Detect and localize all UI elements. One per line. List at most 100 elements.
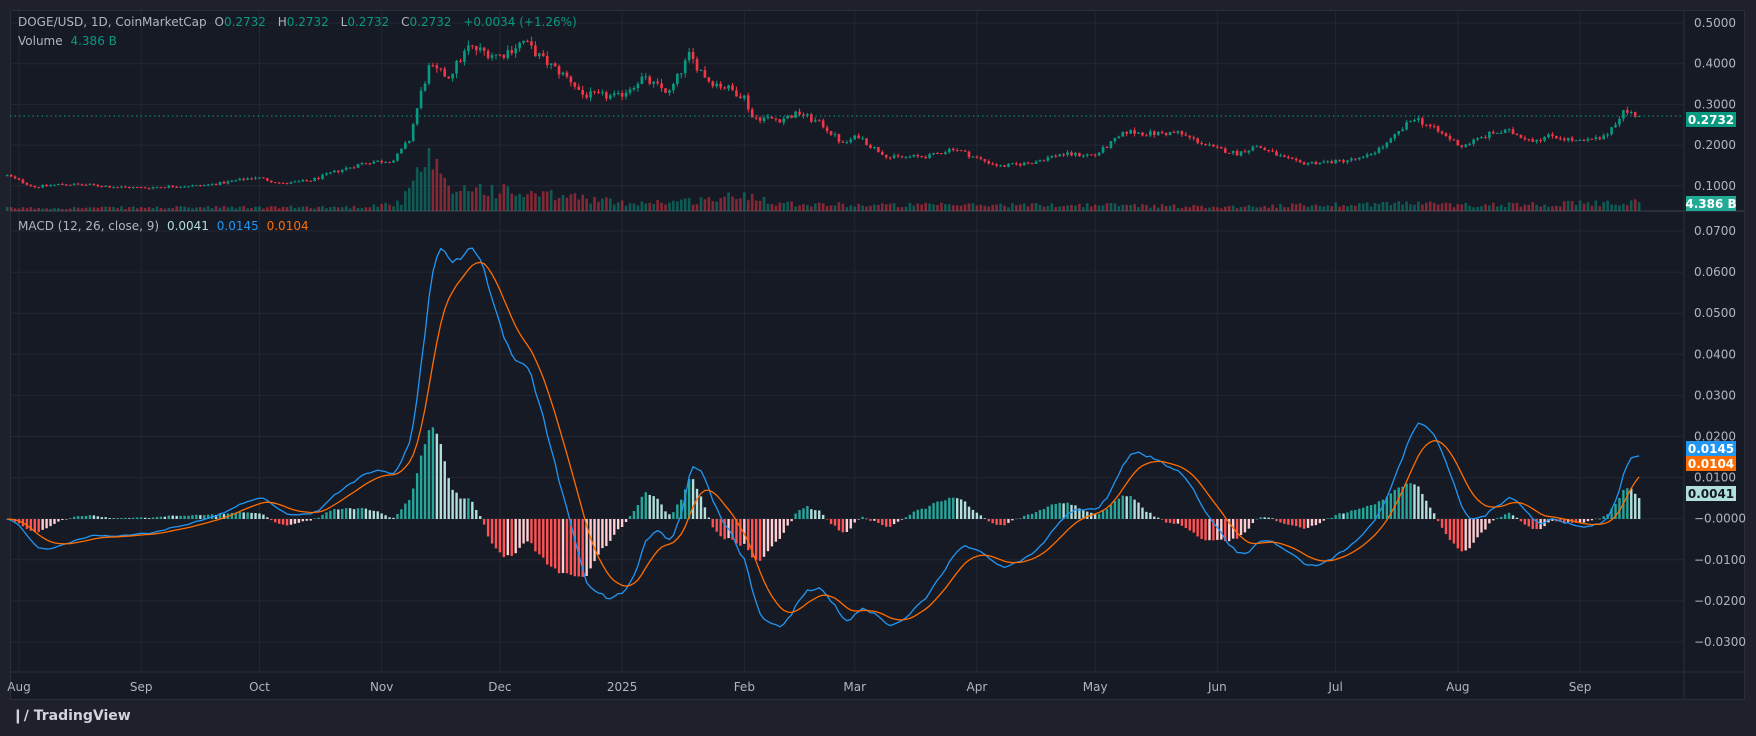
candle-body xyxy=(1452,139,1456,141)
macd-histogram-bar xyxy=(281,519,285,525)
macd-histogram-bar xyxy=(1129,495,1132,519)
macd-histogram-bar xyxy=(821,514,825,519)
chart-frame[interactable] xyxy=(10,10,1745,700)
macd-histogram-bar xyxy=(1602,516,1605,519)
candle-body xyxy=(920,156,924,158)
volume-bar xyxy=(691,204,695,211)
candle-body xyxy=(1243,151,1247,153)
volume-bar xyxy=(723,196,726,211)
volume-bar xyxy=(1511,203,1515,211)
x-tick-label[interactable]: Mar xyxy=(843,680,866,694)
macd-histogram-bar xyxy=(538,519,541,555)
candle-body xyxy=(1413,120,1416,122)
candle-body xyxy=(880,152,884,155)
volume-bar xyxy=(467,191,470,211)
volume-bar xyxy=(155,206,159,211)
candle-body xyxy=(873,147,876,149)
volume-bar xyxy=(459,190,462,211)
x-tick-label[interactable]: Aug xyxy=(7,680,30,694)
x-tick-label[interactable]: Nov xyxy=(370,680,393,694)
macd-histogram-bar xyxy=(869,519,872,521)
volume-bar xyxy=(1444,202,1448,211)
macd-histogram-bar xyxy=(833,519,837,526)
volume-bar xyxy=(1413,204,1416,211)
macd-histogram-bar xyxy=(238,511,241,519)
volume-bar xyxy=(321,206,324,211)
volume-bar xyxy=(191,208,194,211)
macd-histogram-bar xyxy=(1086,511,1089,519)
candle-body xyxy=(88,183,92,185)
price-tick-label: 0.3000 xyxy=(1694,97,1736,111)
macd-histogram-bar xyxy=(656,498,659,519)
candle-body xyxy=(1409,121,1412,123)
volume-bar xyxy=(17,208,21,211)
candle-body xyxy=(672,83,675,91)
x-tick-label[interactable]: Jul xyxy=(1327,680,1342,694)
volume-bar xyxy=(68,208,72,211)
volume-label[interactable]: Volume xyxy=(18,34,63,48)
macd-histogram-bar xyxy=(581,519,584,577)
volume-bar xyxy=(1259,207,1263,211)
volume-bar xyxy=(577,199,581,211)
candle-body xyxy=(1464,144,1468,147)
macd-histogram-bar xyxy=(711,519,714,528)
volume-bar xyxy=(1393,202,1397,211)
candle-body xyxy=(104,185,108,187)
candle-body xyxy=(786,115,789,119)
candle-body xyxy=(1562,138,1566,141)
volume-bar xyxy=(1409,204,1412,211)
x-tick-label[interactable]: Jun xyxy=(1207,680,1227,694)
tradingview-logo[interactable]: ❙∕ TradingView xyxy=(12,708,131,724)
volume-bar xyxy=(1460,204,1464,211)
volume-bar xyxy=(128,207,131,211)
candle-body xyxy=(1314,161,1318,165)
macd-histogram-bar xyxy=(171,515,174,519)
candle-body xyxy=(368,163,372,165)
macd-histogram-bar xyxy=(683,489,687,519)
volume-bar xyxy=(829,205,833,211)
last-volume-label: 4.386 B xyxy=(1685,197,1736,211)
volume-bar xyxy=(76,207,80,211)
candle-body xyxy=(1535,140,1538,142)
x-tick-label[interactable]: Apr xyxy=(967,680,988,694)
macd-histogram-bar xyxy=(786,519,789,526)
x-tick-label[interactable]: Sep xyxy=(130,680,153,694)
macd-histogram-bar xyxy=(1354,509,1357,519)
volume-bar xyxy=(1637,202,1641,211)
volume-bar xyxy=(549,190,553,211)
volume-bar xyxy=(222,206,226,211)
macd-histogram-bar xyxy=(1259,517,1262,519)
candle-body xyxy=(356,164,360,168)
volume-bar xyxy=(963,204,967,211)
macd-legend: MACD (12, 26, close, 9) 0.0041 0.0145 0.… xyxy=(18,219,313,233)
candle-body xyxy=(758,117,762,121)
x-tick-label[interactable]: Feb xyxy=(734,680,755,694)
candle-body xyxy=(1338,159,1341,161)
volume-bar xyxy=(1101,205,1105,211)
x-tick-label[interactable]: Sep xyxy=(1569,680,1592,694)
macd-histogram-bar xyxy=(1547,519,1550,523)
x-tick-label[interactable]: Oct xyxy=(249,680,270,694)
candle-body xyxy=(482,47,486,51)
volume-bar xyxy=(29,207,33,211)
macd-histogram-bar xyxy=(1503,514,1507,519)
candle-body xyxy=(530,41,533,46)
candle-body xyxy=(782,118,786,123)
candle-body xyxy=(1377,147,1381,153)
x-tick-label[interactable]: Aug xyxy=(1446,680,1469,694)
x-tick-label[interactable]: 2025 xyxy=(607,680,638,694)
volume-bar xyxy=(1290,203,1294,211)
x-tick-label[interactable]: Dec xyxy=(488,680,511,694)
x-tick-label[interactable]: May xyxy=(1083,680,1108,694)
volume-bar xyxy=(451,193,454,211)
volume-bar xyxy=(782,203,786,211)
candle-body xyxy=(329,172,332,174)
symbol-title[interactable]: DOGE/USD, 1D, CoinMarketCap xyxy=(18,15,207,29)
macd-histogram-bar xyxy=(305,519,308,521)
macd-title[interactable]: MACD (12, 26, close, 9) xyxy=(18,219,160,233)
macd-histogram-bar xyxy=(995,519,998,525)
candle-body xyxy=(1381,147,1385,149)
candle-body xyxy=(1263,147,1266,151)
volume-bar xyxy=(1156,207,1160,211)
